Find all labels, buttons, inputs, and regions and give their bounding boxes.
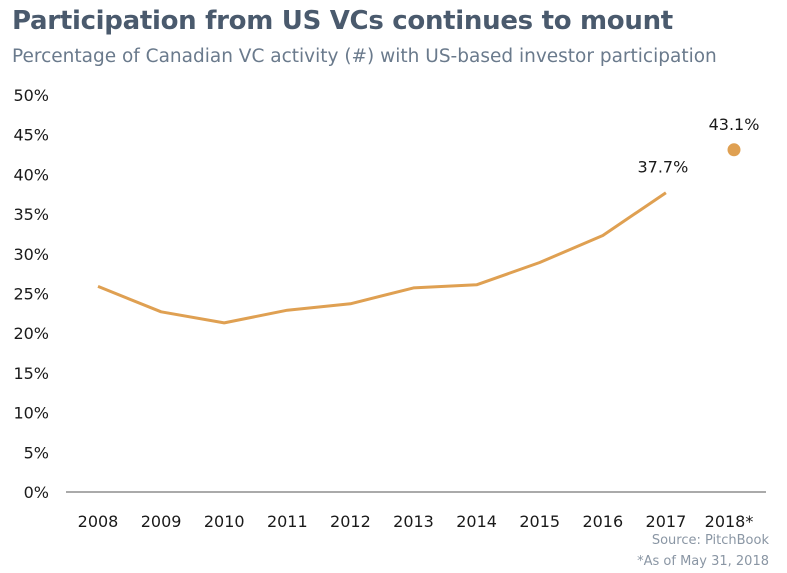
x-tick-label: 2016: [582, 512, 623, 531]
y-tick-label: 30%: [13, 245, 49, 264]
y-tick-label: 10%: [13, 404, 49, 423]
y-tick-label: 40%: [13, 165, 49, 184]
y-tick-label: 50%: [13, 86, 49, 105]
data-labels: 37.7% 43.1%: [637, 115, 759, 177]
source-note: Source: PitchBook: [651, 533, 769, 548]
x-axis-ticks: 2008 2009 2010 2011 2012 2013 2014 2015 2016 2017…: [78, 512, 754, 531]
y-axis-ticks: 0% 5% 10% 15% 20% 25% 30% 35% 40% 45% 50%: [13, 86, 49, 502]
data-points: [727, 143, 741, 157]
y-tick-label: 35%: [13, 205, 49, 224]
y-tick-label: 25%: [13, 285, 49, 304]
y-tick-label: 0%: [24, 483, 49, 502]
data-point-marker: [727, 143, 741, 157]
chart-title: Participation from US VCs continues to m…: [12, 6, 673, 36]
y-tick-label: 45%: [13, 126, 49, 145]
footnote: *As of May 31, 2018: [637, 554, 769, 569]
y-tick-label: 20%: [13, 324, 49, 343]
x-tick-label: 2012: [330, 512, 371, 531]
data-label: 37.7%: [637, 158, 688, 177]
x-tick-label: 2017: [646, 512, 687, 531]
x-tick-label: 2010: [204, 512, 245, 531]
x-tick-label: 2008: [78, 512, 119, 531]
x-tick-label: 2014: [456, 512, 497, 531]
y-tick-label: 15%: [13, 364, 49, 383]
chart-subtitle: Percentage of Canadian VC activity (#) w…: [12, 46, 717, 67]
x-tick-label: 2009: [141, 512, 182, 531]
x-tick-label: 2013: [393, 512, 434, 531]
data-label: 43.1%: [709, 115, 760, 134]
y-tick-label: 5%: [24, 443, 49, 462]
x-tick-label: 2011: [267, 512, 308, 531]
series-line: [97, 191, 667, 325]
x-tick-label: 2015: [519, 512, 560, 531]
x-tick-label: 2018*: [705, 512, 754, 531]
